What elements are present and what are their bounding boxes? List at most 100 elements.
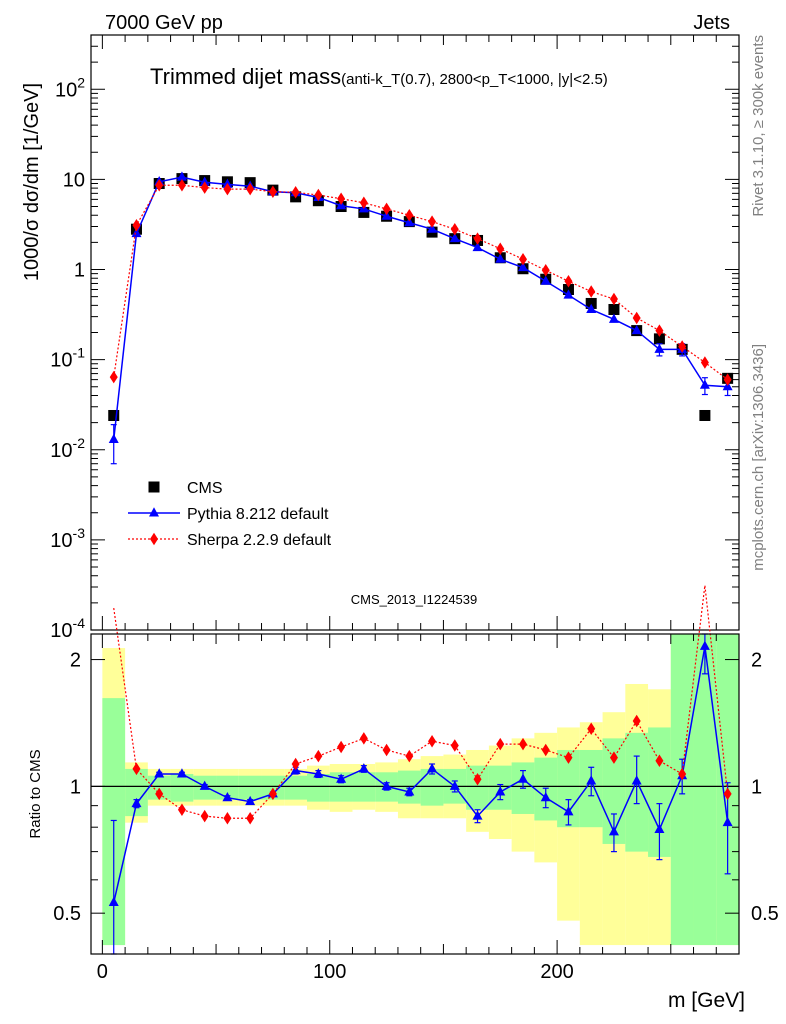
ratio-data-point — [155, 787, 164, 801]
main-panel: 10-4 10-3 10-2 10-1 1 10 102 Trimmed dijet mas… — [21, 34, 740, 642]
ratio-series-line — [113, 585, 729, 819]
ratio-data-point — [699, 640, 710, 650]
ratio-data-point — [359, 732, 368, 745]
main-y-axis-label: 1000/σ dσ/dm [1/GeV] — [21, 83, 43, 281]
ratio-data-point — [519, 737, 527, 751]
main-data-point — [131, 227, 142, 238]
ratio-data-point — [472, 810, 483, 820]
ratio-x-tick-label: 200 — [540, 961, 573, 983]
ratio-data-point — [563, 806, 574, 816]
main-data-point — [609, 292, 618, 306]
header-right: Jets — [693, 12, 730, 34]
ratio-data-point — [176, 768, 187, 778]
main-data-point — [518, 261, 528, 272]
ratio-data-point — [222, 791, 233, 802]
main-data-point — [541, 264, 550, 277]
ratio-uncertainty-band — [307, 773, 330, 802]
main-data-point — [654, 343, 665, 353]
ratio-uncertainty-band — [284, 775, 307, 800]
ratio-data-point — [678, 767, 687, 781]
main-y-tick-label: 10-3 — [50, 525, 85, 552]
main-data-point — [359, 196, 368, 210]
ratio-data-point — [518, 773, 528, 783]
main-data-point — [404, 217, 415, 227]
main-data-point — [699, 409, 711, 421]
main-data-point — [155, 179, 164, 192]
ratio-y-tick-label-right: 1 — [751, 776, 762, 798]
main-data-point — [382, 202, 391, 216]
main-y-tick-label: 10-1 — [50, 345, 85, 372]
ratio-data-point — [291, 757, 300, 771]
ratio-data-point — [337, 740, 346, 754]
ratio-uncertainty-band — [693, 634, 717, 946]
main-data-point — [268, 185, 277, 198]
chart-title: Trimmed dijet mass(anti-k_T(0.7), 2800<p… — [150, 64, 608, 89]
ratio-data-point — [540, 791, 551, 802]
main-y-tick-label: 102 — [55, 74, 85, 101]
ratio-data-point — [405, 749, 414, 763]
ratio-data-point — [541, 743, 550, 757]
main-data-point — [586, 303, 597, 313]
ratio-x-tick-label: 100 — [313, 961, 346, 983]
main-series-line — [112, 176, 728, 440]
rivet-label: Rivet 3.1.10, ≥ 300k events — [750, 35, 767, 217]
main-data-point — [405, 208, 414, 222]
main-data-point — [585, 297, 597, 309]
main-data-point — [473, 232, 482, 245]
main-data-point — [314, 188, 323, 202]
ratio-uncertainty-band — [648, 727, 671, 857]
ratio-data-point — [564, 751, 573, 764]
main-data-point — [246, 182, 255, 196]
ratio-data-point — [655, 754, 664, 768]
main-data-point — [700, 356, 709, 369]
ratio-y-axis-label: Ratio to CMS — [27, 749, 44, 838]
ratio-panel: 0.5 0.5 1 1 2 2 0 100 200 Ratio to CMS m [GeV] — [27, 585, 779, 1012]
main-data-point — [199, 176, 210, 186]
ratio-data-point — [381, 780, 392, 790]
ratio-data-point — [382, 743, 391, 757]
main-data-point — [337, 192, 346, 205]
ratio-y-tick-label-right: 0.5 — [751, 903, 779, 925]
main-data-point — [109, 370, 118, 384]
x-axis-label: m [GeV] — [668, 989, 745, 1012]
ratio-data-point — [495, 786, 506, 796]
main-data-point — [653, 333, 665, 345]
main-data-point — [177, 179, 186, 192]
main-data-point — [631, 324, 642, 335]
ratio-series-line — [113, 646, 729, 903]
legend-label: Pythia 8.212 default — [187, 506, 329, 523]
ratio-data-point — [631, 775, 642, 785]
main-data-point — [563, 289, 574, 299]
legend-label: Sherpa 2.2.9 default — [187, 532, 332, 549]
main-data-point — [450, 222, 459, 236]
main-data-point — [108, 433, 119, 443]
ratio-data-point — [154, 768, 165, 778]
main-data-point — [519, 252, 527, 266]
legend-marker — [150, 532, 158, 546]
ratio-data-point — [177, 803, 186, 817]
ratio-data-point — [587, 722, 596, 736]
ratio-data-point — [108, 896, 119, 907]
ratio-data-point — [313, 768, 324, 778]
ratio-data-point — [723, 787, 732, 801]
legend-marker — [148, 481, 160, 493]
main-data-point — [132, 218, 141, 232]
main-data-point — [723, 373, 732, 386]
ratio-data-point — [131, 797, 142, 808]
ratio-data-point — [314, 749, 323, 763]
ratio-uncertainty-band — [125, 768, 148, 817]
ratio-y-tick-label: 0.5 — [53, 903, 81, 925]
main-data-layer: 10-4 10-3 10-2 10-1 1 10 102 — [50, 34, 740, 642]
ratio-data-point — [404, 786, 415, 796]
ratio-data-point — [358, 763, 369, 773]
ratio-data-point — [449, 780, 460, 790]
legend: CMS Pythia 8.212 default Sherpa 2.2.9 defa… — [128, 480, 332, 549]
main-data-point — [291, 185, 300, 199]
mcplots-label: mcplots.cern.ch [arXiv:1306.3436] — [750, 344, 767, 571]
ratio-data-point — [496, 737, 505, 751]
main-data-point — [428, 215, 437, 228]
header-left: 7000 GeV pp — [105, 12, 223, 34]
legend-marker — [149, 507, 159, 517]
main-data-point — [108, 409, 120, 421]
